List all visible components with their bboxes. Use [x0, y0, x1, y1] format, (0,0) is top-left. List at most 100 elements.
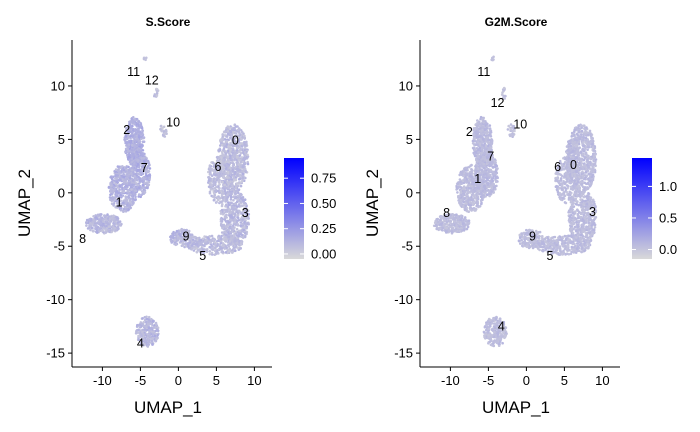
cell-point — [237, 219, 240, 222]
cell-point — [237, 159, 241, 162]
cell-point — [89, 224, 93, 228]
cell-point — [231, 128, 234, 131]
y-tick-label: -10 — [46, 292, 65, 307]
cell-point — [222, 147, 226, 150]
cell-point — [570, 177, 574, 180]
cell-point — [586, 163, 589, 166]
cell-point — [562, 167, 566, 171]
cell-point — [126, 141, 129, 144]
cell-point — [175, 229, 179, 233]
cell-point — [131, 144, 134, 147]
cell-point — [581, 170, 584, 174]
cell-point — [147, 162, 151, 165]
cell-point — [217, 181, 221, 184]
cell-point — [128, 177, 132, 180]
cell-point — [228, 214, 232, 217]
cell-point — [231, 170, 235, 173]
cell-point — [592, 159, 595, 163]
cell-point — [132, 172, 136, 175]
cell-point — [129, 197, 133, 200]
cell-point — [219, 224, 223, 227]
cell-point — [235, 182, 239, 185]
cell-point — [127, 194, 131, 197]
cell-point — [142, 333, 145, 336]
cell-point — [577, 203, 581, 207]
cell-point — [228, 240, 232, 243]
cell-point — [572, 199, 576, 202]
cell-point — [575, 200, 579, 204]
cell-point — [153, 94, 156, 98]
cell-point — [231, 135, 234, 139]
cell-point — [589, 239, 592, 243]
cell-point — [221, 150, 224, 153]
cell-point — [229, 198, 233, 201]
cell-point — [208, 190, 212, 194]
cell-point — [227, 221, 231, 224]
cell-point — [226, 159, 229, 162]
x-tick-label: 0 — [175, 373, 182, 388]
cell-point — [233, 158, 237, 161]
cell-point — [223, 185, 226, 189]
cell-point — [573, 133, 576, 137]
cell-point — [569, 205, 573, 209]
cell-point — [130, 157, 134, 161]
cell-point — [227, 245, 231, 248]
cell-point — [210, 251, 214, 255]
cell-point — [562, 192, 566, 195]
y-tick-label: -15 — [46, 346, 65, 361]
cell-point — [242, 179, 246, 182]
cell-point — [230, 178, 234, 181]
cell-point — [208, 250, 212, 253]
cell-point — [224, 251, 228, 254]
cell-point — [223, 169, 226, 173]
cell-point — [133, 129, 137, 132]
cell-point — [159, 124, 163, 128]
cell-point — [238, 131, 241, 135]
panel-title: G2M.Score — [485, 15, 548, 29]
cell-point — [135, 154, 138, 158]
cell-point — [228, 143, 232, 146]
cell-point — [538, 248, 541, 252]
cell-point — [572, 214, 575, 218]
cell-point — [112, 204, 115, 207]
cell-point — [136, 162, 140, 166]
cell-point — [236, 155, 239, 159]
cell-point — [560, 193, 563, 197]
cell-point — [209, 170, 212, 174]
cell-point — [582, 214, 586, 217]
cell-point — [578, 193, 581, 196]
cell-point — [584, 139, 588, 142]
cell-point — [238, 195, 241, 199]
cell-point — [231, 145, 235, 148]
cell-point — [213, 193, 217, 197]
cell-point — [107, 225, 111, 228]
cell-point — [113, 226, 116, 230]
cell-point — [122, 168, 126, 172]
cell-point — [88, 222, 92, 225]
cell-point — [137, 328, 140, 332]
cell-point — [221, 244, 224, 248]
cell-point — [236, 125, 239, 128]
cell-point — [146, 186, 149, 190]
cell-point — [576, 150, 580, 154]
cell-point — [586, 182, 590, 185]
cell-point — [556, 190, 560, 194]
cell-point — [116, 225, 119, 229]
cell-point — [562, 157, 565, 160]
cluster-label: 10 — [166, 115, 180, 129]
cell-point — [85, 224, 88, 227]
cell-point — [184, 244, 188, 248]
cell-point — [237, 163, 240, 166]
cell-point — [218, 187, 221, 190]
cell-point — [579, 212, 583, 216]
cell-point — [235, 140, 238, 144]
cell-point — [147, 320, 150, 324]
x-tick-label: 5 — [213, 373, 220, 388]
cell-point — [233, 215, 236, 219]
cell-point — [226, 149, 230, 152]
cell-point — [116, 219, 119, 222]
cell-point — [239, 184, 243, 188]
cell-point — [132, 116, 135, 119]
cell-point — [559, 177, 563, 180]
